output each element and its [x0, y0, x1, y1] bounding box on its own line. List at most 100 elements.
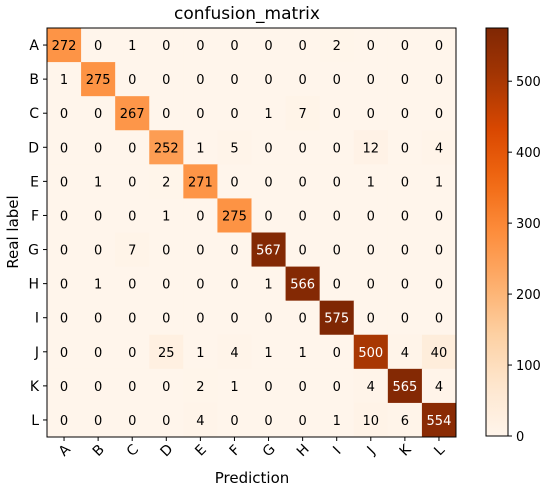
heatmap-cell	[217, 266, 252, 302]
cell-value-label: 0	[435, 107, 443, 122]
heatmap-cell	[421, 300, 457, 336]
cell-value-label: 1	[230, 380, 238, 395]
heatmap-cell	[81, 368, 116, 404]
heatmap-cell	[285, 232, 321, 268]
heatmap-cell	[387, 334, 423, 370]
cell-value-label: 1	[196, 346, 204, 361]
heatmap-cell	[387, 164, 423, 199]
heatmap-cell	[81, 96, 116, 131]
cell-value-label: 0	[298, 141, 306, 156]
heatmap-cell	[81, 28, 116, 63]
y-tick-label: H	[28, 277, 39, 293]
y-axis-label: Real label	[4, 195, 22, 268]
cell-value-label: 0	[264, 141, 272, 156]
heatmap-cell	[285, 266, 321, 302]
cell-value-label: 0	[230, 39, 238, 54]
heatmap-cell	[421, 402, 457, 438]
cell-value-label: 0	[230, 278, 238, 293]
cell-value-label: 0	[333, 346, 341, 361]
heatmap-cell	[47, 28, 82, 63]
heatmap-cell	[149, 96, 184, 131]
cell-value-label: 565	[392, 380, 417, 395]
heatmap-cell	[251, 62, 287, 97]
y-tick-label: F	[31, 208, 39, 224]
cell-value-label: 0	[333, 380, 341, 395]
heatmap-cell	[353, 130, 389, 165]
cell-value-label: 0	[333, 107, 341, 122]
cell-value-label: 0	[367, 107, 375, 122]
heatmap-cell	[353, 266, 389, 302]
heatmap-cell	[81, 198, 116, 233]
heatmap-cell	[47, 130, 82, 165]
cell-value-label: 1	[298, 346, 306, 361]
cell-value-label: 0	[230, 312, 238, 327]
heatmap-cell	[421, 232, 457, 268]
x-tick-label: J	[364, 444, 379, 459]
cell-value-label: 0	[264, 380, 272, 395]
cell-value-label: 567	[256, 244, 281, 259]
cell-value-label: 0	[435, 73, 443, 88]
heatmap-cell	[149, 266, 184, 302]
heatmap-cell	[319, 96, 355, 131]
cell-value-label: 0	[94, 209, 102, 224]
heatmap-cell	[251, 198, 287, 233]
cell-value-label: 1	[94, 278, 102, 293]
cell-value-label: 0	[298, 312, 306, 327]
cell-value-label: 0	[264, 414, 272, 429]
heatmap-cell	[81, 402, 116, 438]
cell-value-label: 0	[298, 175, 306, 190]
cell-value-label: 0	[298, 39, 306, 54]
cell-value-label: 0	[162, 39, 170, 54]
heatmap-cell	[319, 300, 355, 336]
heatmap-cell	[47, 164, 82, 199]
cell-value-label: 4	[435, 141, 443, 156]
heatmap-cell	[217, 368, 252, 404]
cell-value-label: 1	[264, 346, 272, 361]
heatmap-cell	[353, 334, 389, 370]
heatmap-cell	[183, 266, 218, 302]
heatmap-cell	[183, 62, 218, 97]
cell-value-label: 5	[230, 141, 238, 156]
cell-value-label: 0	[94, 414, 102, 429]
cell-value-label: 0	[196, 278, 204, 293]
x-tick-label: D	[158, 441, 177, 460]
heatmap-cell	[251, 232, 287, 268]
cell-value-label: 0	[333, 141, 341, 156]
cell-value-label: 0	[94, 141, 102, 156]
cell-value-label: 0	[333, 244, 341, 259]
cell-value-label: 0	[401, 107, 409, 122]
heatmap-cell	[115, 402, 150, 438]
heatmap-cell	[251, 164, 287, 199]
y-tick-label: B	[29, 72, 39, 88]
colorbar-tick-label: 0	[516, 430, 524, 445]
cell-value-label: 0	[162, 414, 170, 429]
heatmap-cell	[115, 62, 150, 97]
cell-value-label: 12	[363, 141, 380, 156]
heatmap-cell	[387, 130, 423, 165]
heatmap-cell	[319, 62, 355, 97]
cell-value-label: 252	[154, 141, 179, 156]
heatmap-cell	[387, 198, 423, 233]
cell-value-label: 0	[60, 175, 68, 190]
heatmap-cell	[115, 130, 150, 165]
cell-value-label: 0	[196, 209, 204, 224]
cell-value-label: 0	[401, 73, 409, 88]
cell-value-label: 0	[435, 278, 443, 293]
heatmap-cell	[319, 130, 355, 165]
heatmap-cell	[47, 334, 82, 370]
heatmap-cell	[183, 334, 218, 370]
colorbar-tick-label: 100	[516, 359, 541, 374]
heatmap-cell	[149, 232, 184, 268]
heatmap-cell	[217, 198, 252, 233]
cell-value-label: 0	[94, 244, 102, 259]
heatmap-cell	[285, 300, 321, 336]
heatmap-cell	[81, 62, 116, 97]
heatmap-cell	[285, 62, 321, 97]
heatmap-cell	[149, 130, 184, 165]
cell-value-label: 25	[158, 346, 175, 361]
cell-value-label: 0	[333, 73, 341, 88]
heatmap-cell	[251, 402, 287, 438]
cell-value-label: 0	[435, 244, 443, 259]
heatmap-cell	[81, 266, 116, 302]
